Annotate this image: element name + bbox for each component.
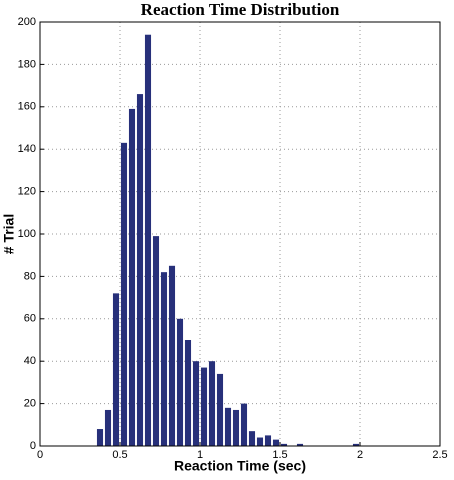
bar [216, 373, 224, 446]
bar [200, 367, 208, 446]
bar [240, 403, 248, 446]
bar [120, 142, 128, 446]
bar [224, 407, 232, 446]
y-tick-label: 200 [18, 16, 36, 28]
y-tick-label: 0 [30, 440, 36, 452]
bar [208, 361, 216, 446]
x-tick-label: 0.5 [112, 449, 127, 461]
bar [256, 437, 264, 446]
bar [152, 236, 160, 446]
chart-title: Reaction Time Distribution [141, 0, 340, 19]
y-axis-label: # Trial [1, 214, 17, 254]
y-tick-label: 60 [24, 313, 36, 325]
bar [264, 435, 272, 446]
x-tick-label: 2.5 [432, 449, 447, 461]
bar [160, 272, 168, 446]
bar [96, 429, 104, 446]
y-tick-label: 40 [24, 355, 36, 367]
bar [136, 94, 144, 446]
bar [248, 431, 256, 446]
bar [144, 34, 152, 446]
bar [352, 443, 360, 446]
bar [168, 265, 176, 446]
bar [232, 409, 240, 446]
y-tick-label: 100 [18, 228, 36, 240]
bar [296, 443, 304, 446]
bar [112, 293, 120, 446]
bar [184, 340, 192, 446]
bar [176, 318, 184, 446]
y-tick-label: 140 [18, 143, 36, 155]
x-tick-label: 1.5 [272, 449, 287, 461]
x-tick-label: 2 [357, 449, 363, 461]
y-tick-label: 80 [24, 270, 36, 282]
y-tick-label: 180 [18, 58, 36, 70]
x-tick-label: 1 [197, 449, 203, 461]
bar [104, 409, 112, 446]
y-tick-label: 160 [18, 101, 36, 113]
bar [272, 439, 280, 446]
x-axis-label: Reaction Time (sec) [174, 458, 306, 474]
y-tick-label: 120 [18, 186, 36, 198]
bar [192, 361, 200, 446]
bar [280, 443, 288, 446]
plot-frame [39, 21, 441, 447]
bar [128, 108, 136, 447]
y-tick-label: 20 [24, 398, 36, 410]
x-tick-label: 0 [37, 449, 43, 461]
